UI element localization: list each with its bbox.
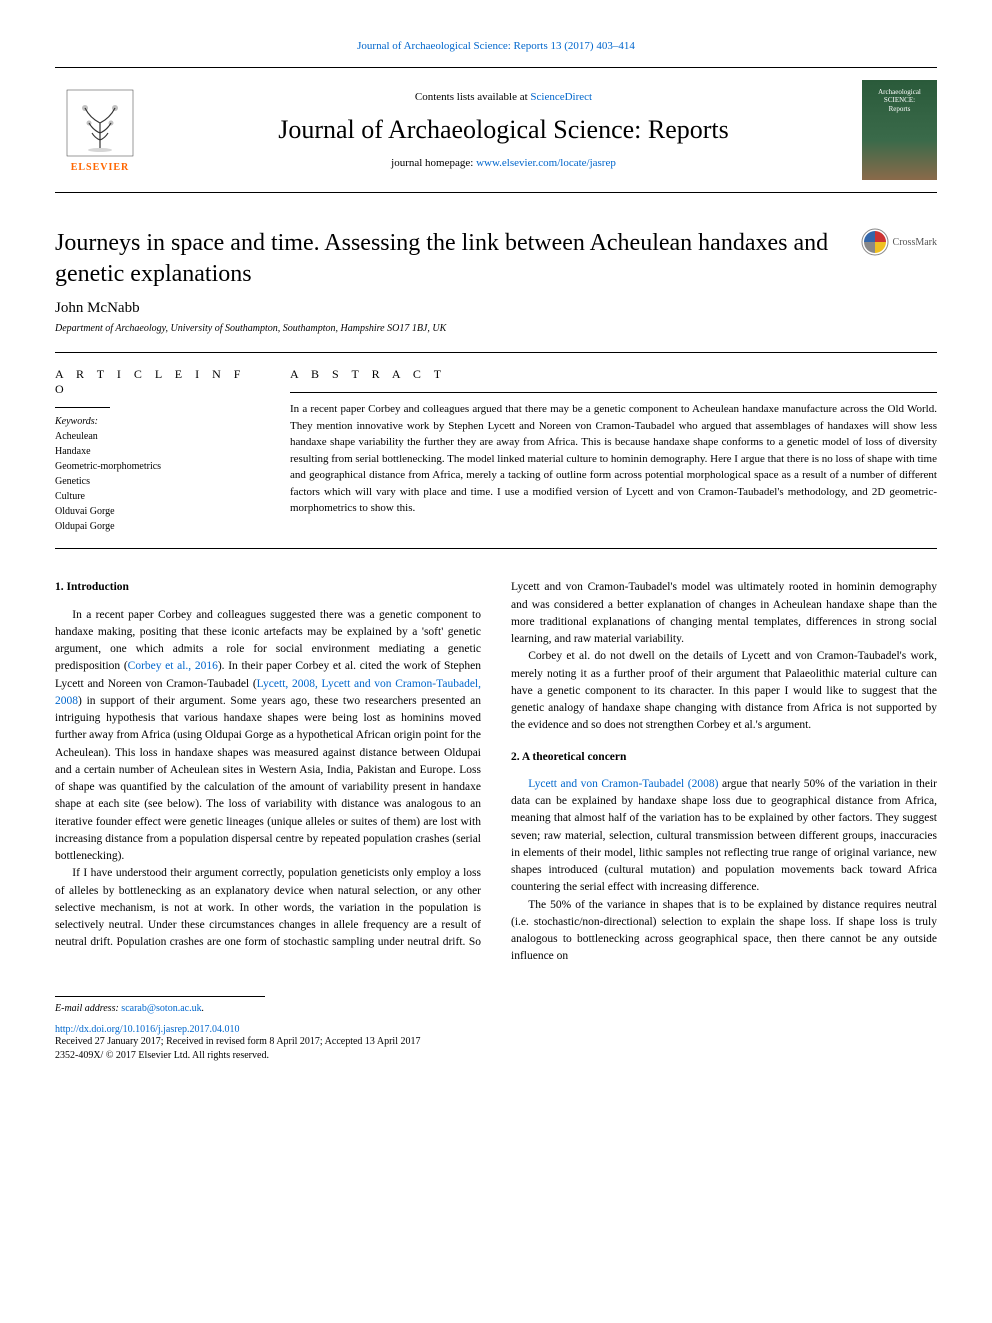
keyword-item: Geometric-morphometrics	[55, 459, 255, 474]
keyword-item: Handaxe	[55, 444, 255, 459]
journal-title: Journal of Archaeological Science: Repor…	[145, 115, 862, 145]
article-body: 1. Introduction In a recent paper Corbey…	[55, 579, 937, 965]
journal-header: ELSEVIER Contents lists available at Sci…	[55, 67, 937, 193]
received-line: Received 27 January 2017; Received in re…	[55, 1035, 937, 1049]
crossmark-badge[interactable]: CrossMark	[861, 228, 937, 256]
publisher-name: ELSEVIER	[71, 162, 130, 173]
email-line: E-mail address: scarab@soton.ac.uk.	[55, 1003, 937, 1014]
section-heading-intro: 1. Introduction	[55, 579, 481, 596]
abstract-text: In a recent paper Corbey and colleagues …	[290, 401, 937, 517]
abstract-label: A B S T R A C T	[290, 367, 937, 382]
keywords-label: Keywords:	[55, 416, 255, 427]
body-paragraph: In a recent paper Corbey and colleagues …	[55, 607, 481, 866]
author-name: John McNabb	[55, 300, 937, 317]
footer-divider	[55, 996, 265, 997]
homepage-link[interactable]: www.elsevier.com/locate/jasrep	[476, 157, 616, 169]
keyword-item: Oldupai Gorge	[55, 519, 255, 534]
body-paragraph: Corbey et al. do not dwell on the detail…	[511, 648, 937, 734]
keywords-list: Acheulean Handaxe Geometric-morphometric…	[55, 429, 255, 534]
body-paragraph: The 50% of the variance in shapes that i…	[511, 897, 937, 966]
keyword-item: Acheulean	[55, 429, 255, 444]
cover-line3: Reports	[878, 105, 921, 113]
citation-link[interactable]: Corbey et al., 2016	[128, 660, 218, 672]
email-label: E-mail address:	[55, 1003, 121, 1014]
homepage-line: journal homepage: www.elsevier.com/locat…	[145, 157, 862, 169]
full-divider	[55, 548, 937, 549]
abstract-column: A B S T R A C T In a recent paper Corbey…	[290, 367, 937, 534]
author-affiliation: Department of Archaeology, University of…	[55, 323, 937, 334]
cover-line1: Archaeological	[878, 88, 921, 96]
doi-line: http://dx.doi.org/10.1016/j.jasrep.2017.…	[55, 1024, 937, 1035]
contents-available-line: Contents lists available at ScienceDirec…	[145, 91, 862, 103]
sciencedirect-link[interactable]: ScienceDirect	[530, 91, 592, 103]
citation-link[interactable]: Lycett and von Cramon-Taubadel (2008)	[528, 778, 718, 790]
cover-line2: SCIENCE:	[878, 96, 921, 104]
journal-issue-text: Journal of Archaeological Science: Repor…	[357, 40, 635, 52]
header-center: Contents lists available at ScienceDirec…	[145, 91, 862, 169]
homepage-prefix: journal homepage:	[391, 157, 476, 169]
crossmark-icon	[861, 228, 889, 256]
doi-link[interactable]: http://dx.doi.org/10.1016/j.jasrep.2017.…	[55, 1024, 240, 1035]
article-info-column: A R T I C L E I N F O Keywords: Acheulea…	[55, 367, 255, 534]
divider	[55, 352, 937, 353]
section-heading-theoretical: 2. A theoretical concern	[511, 749, 937, 766]
journal-cover-thumbnail: Archaeological SCIENCE: Reports	[862, 80, 937, 180]
article-title: Journeys in space and time. Assessing th…	[55, 228, 861, 290]
info-divider	[55, 407, 110, 408]
publisher-logo: ELSEVIER	[55, 80, 145, 180]
elsevier-tree-icon	[65, 88, 135, 158]
copyright-line: 2352-409X/ © 2017 Elsevier Ltd. All righ…	[55, 1049, 937, 1063]
keyword-item: Genetics	[55, 474, 255, 489]
journal-issue-link[interactable]: Journal of Archaeological Science: Repor…	[55, 40, 937, 52]
body-paragraph: Lycett and von Cramon-Taubadel (2008) ar…	[511, 776, 937, 897]
author-email-link[interactable]: scarab@soton.ac.uk	[121, 1003, 201, 1014]
article-info-label: A R T I C L E I N F O	[55, 367, 255, 397]
keyword-item: Culture	[55, 489, 255, 504]
contents-prefix: Contents lists available at	[415, 91, 530, 103]
abstract-divider	[290, 392, 937, 393]
crossmark-label: CrossMark	[893, 237, 937, 248]
keyword-item: Olduvai Gorge	[55, 504, 255, 519]
